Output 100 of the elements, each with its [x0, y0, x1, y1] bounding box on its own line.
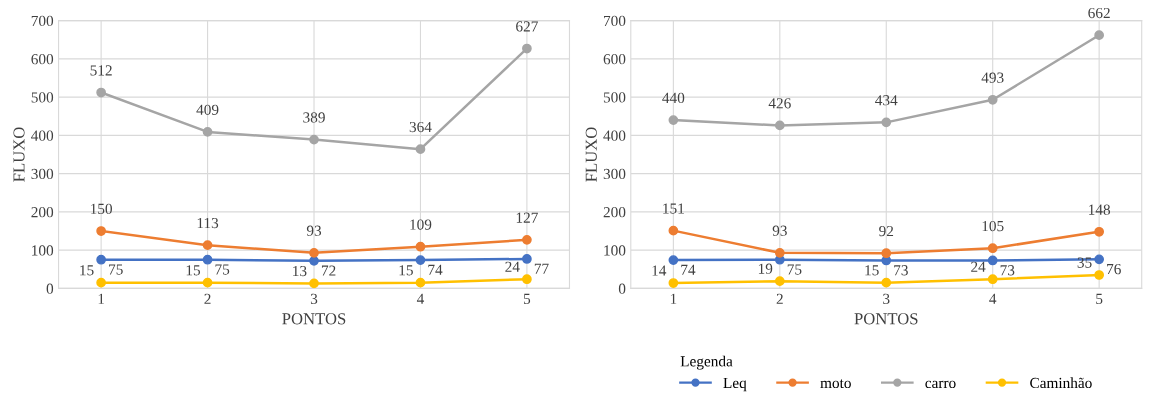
point: [1094, 254, 1105, 265]
point: [415, 241, 426, 252]
point: [96, 277, 106, 288]
y-tick-label: 100: [32, 245, 54, 256]
y-tick-label: 700: [604, 15, 626, 27]
point: [774, 120, 785, 131]
y-tick-label: 400: [603, 130, 626, 141]
y-axis-title: FLUXO: [585, 127, 597, 182]
data-label: 75: [787, 264, 802, 275]
point: [415, 144, 426, 155]
data-label: 93: [306, 225, 322, 236]
point: [774, 247, 785, 258]
data-label: 73: [1000, 265, 1015, 276]
point: [1094, 226, 1105, 237]
point: [96, 87, 106, 98]
point: [415, 277, 426, 288]
data-label: 434: [875, 95, 898, 106]
data-label: 93: [772, 225, 787, 236]
data-label: 74: [681, 264, 696, 275]
point: [202, 254, 213, 265]
data-label: 77: [534, 263, 549, 274]
y-tick-label: 0: [618, 283, 626, 294]
point: [309, 278, 319, 289]
y-tick-label: 500: [31, 92, 54, 103]
x-tick-label: 4: [989, 293, 997, 304]
data-label: 73: [894, 265, 908, 276]
point: [774, 276, 785, 286]
data-label: 426: [768, 98, 791, 109]
data-label: 512: [90, 65, 112, 76]
point: [881, 277, 892, 288]
y-tick-label: 600: [31, 54, 54, 65]
x-axis-title: PONTOS: [854, 313, 918, 325]
point: [522, 274, 532, 285]
point: [987, 94, 998, 105]
y-tick-label: 300: [603, 168, 626, 180]
point: [881, 248, 892, 259]
point: [309, 255, 319, 266]
y-tick-label: 300: [31, 168, 54, 180]
data-label: 92: [879, 225, 894, 237]
data-label: 13: [293, 265, 307, 277]
data-label: 19: [758, 263, 773, 274]
point: [522, 234, 532, 245]
data-label: 15: [80, 265, 94, 276]
point: [668, 255, 679, 265]
point: [96, 226, 106, 236]
y-tick-label: 200: [31, 207, 54, 218]
x-tick-label: 4: [416, 293, 425, 304]
point: [1094, 270, 1105, 280]
x-tick-label: 5: [1096, 293, 1103, 305]
data-label: 627: [516, 21, 538, 32]
y-tick-label: 100: [604, 245, 626, 256]
y-tick-label: 200: [603, 207, 626, 218]
y-tick-label: 0: [46, 283, 54, 294]
y-tick-label: 500: [603, 92, 626, 103]
point: [202, 240, 213, 251]
x-tick-label: 1: [98, 293, 105, 304]
y-tick-label: 600: [603, 54, 626, 65]
legend-label: Caminhão: [1030, 377, 1092, 389]
x-axis-title: PONTOS: [282, 313, 346, 325]
point: [668, 115, 679, 125]
legend-label: moto: [820, 379, 851, 389]
point: [668, 278, 679, 288]
legend-label: carro: [925, 380, 956, 389]
data-label: 364: [409, 121, 432, 133]
point: [987, 274, 998, 285]
point: [1094, 30, 1105, 40]
point: [415, 255, 426, 265]
point: [202, 277, 213, 288]
data-label: 409: [196, 104, 219, 115]
point: [309, 134, 319, 145]
data-label: 150: [91, 203, 112, 215]
legend-title: Legenda: [680, 355, 733, 370]
data-label: 14: [652, 265, 667, 276]
data-label: 15: [865, 265, 879, 276]
point: [522, 254, 532, 264]
data-label: 148: [1089, 204, 1111, 215]
data-label: 76: [1107, 263, 1121, 275]
x-tick-label: 3: [883, 293, 890, 305]
data-label: 15: [186, 265, 201, 276]
x-tick-label: 5: [523, 293, 531, 305]
x-tick-label: 3: [310, 293, 318, 305]
data-label: 389: [303, 112, 325, 123]
data-label: 72: [321, 265, 336, 276]
x-tick-label: 1: [670, 293, 677, 304]
point: [96, 254, 106, 265]
data-label: 109: [410, 219, 432, 230]
data-label: 24: [971, 261, 986, 272]
data-label: 75: [215, 264, 230, 275]
data-label: 24: [505, 261, 520, 272]
point: [881, 117, 892, 128]
point: [309, 247, 319, 258]
point: [202, 127, 213, 137]
legend-label: Leq: [723, 377, 747, 392]
data-label: 127: [516, 212, 538, 223]
data-label: 662: [1088, 7, 1110, 19]
data-label: 440: [662, 92, 685, 104]
y-axis-title: FLUXO: [13, 127, 25, 182]
point: [987, 243, 998, 254]
point: [522, 43, 532, 54]
data-label: 74: [428, 264, 443, 275]
